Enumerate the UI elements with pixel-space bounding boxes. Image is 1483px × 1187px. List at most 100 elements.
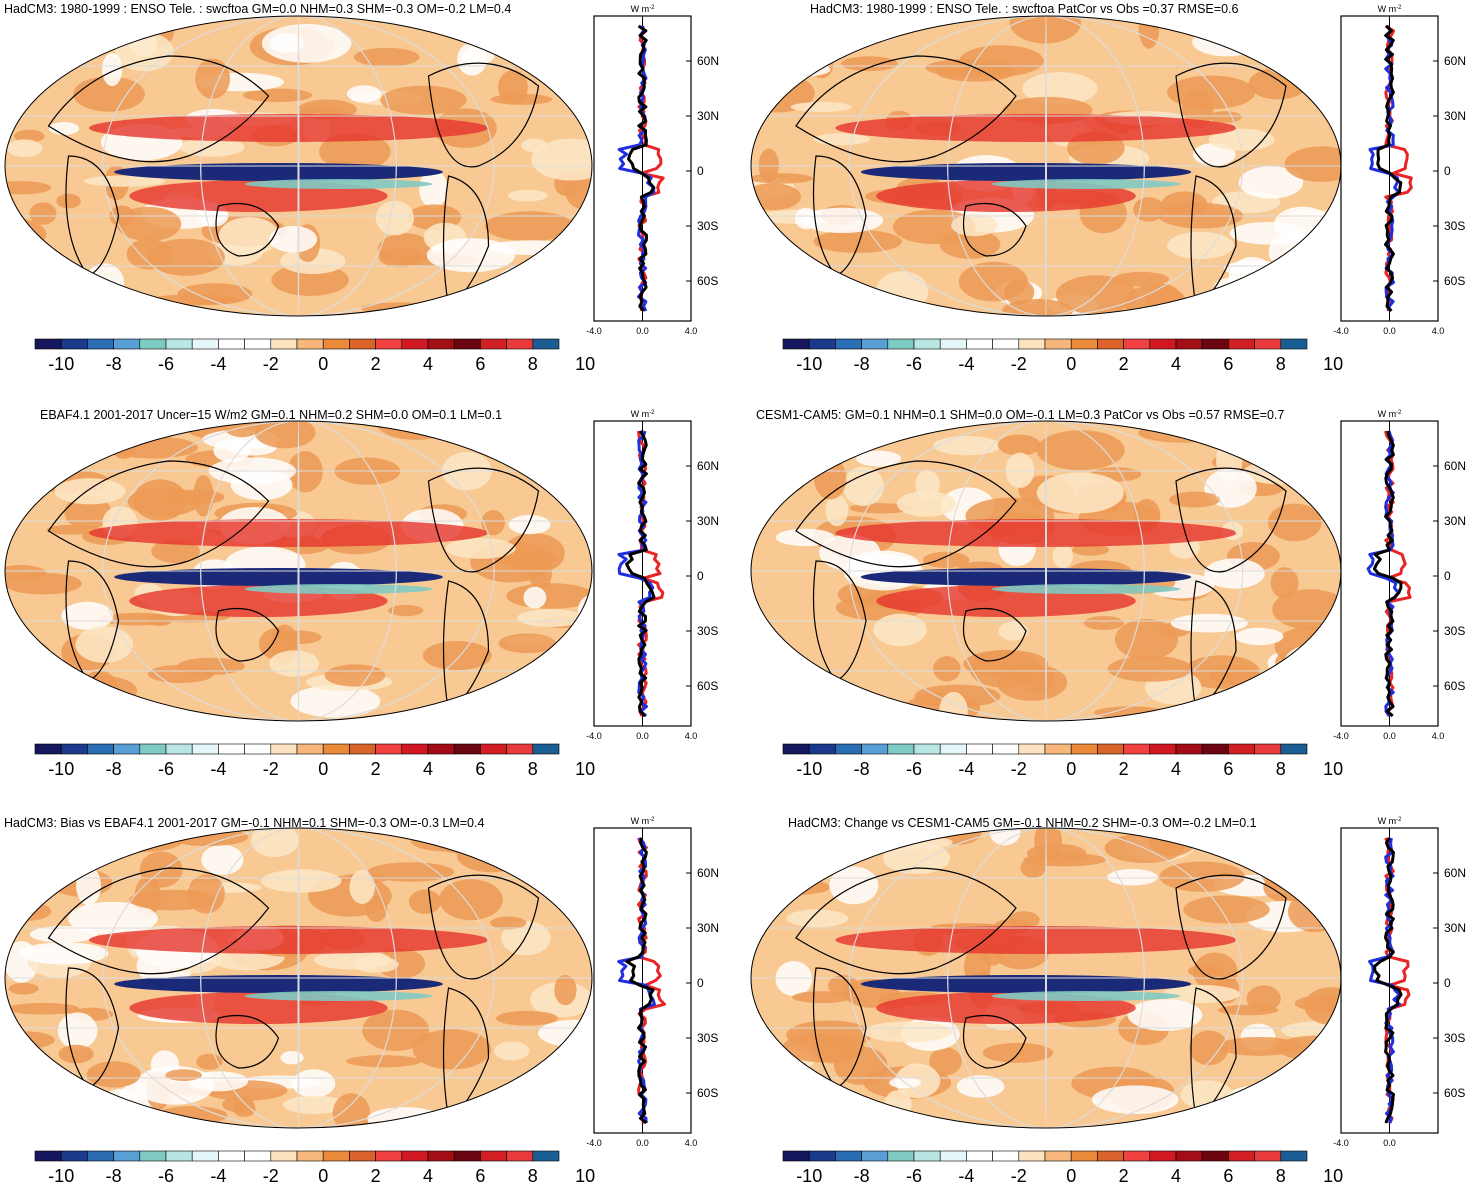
map-patch bbox=[1192, 27, 1262, 57]
map-patch bbox=[1266, 828, 1288, 863]
map-patch bbox=[218, 217, 280, 256]
map-patch bbox=[1267, 20, 1330, 31]
band-north bbox=[835, 519, 1237, 547]
map-patch bbox=[1161, 191, 1208, 217]
band-north bbox=[835, 926, 1237, 954]
colorbar-tick-label: 0 bbox=[1066, 1166, 1076, 1186]
colorbar-swatch bbox=[532, 338, 560, 350]
panel-4: CESM1-CAM5: GM=0.1 NHM=0.1 SHM=0.0 OM=-0… bbox=[748, 405, 1483, 800]
colorbar-tick-label: -10 bbox=[48, 354, 74, 374]
colorbar-swatch bbox=[113, 1150, 141, 1162]
graticule-lon bbox=[848, 16, 1244, 316]
colorbar-swatch bbox=[1280, 338, 1308, 350]
profile-lat-label: 60S bbox=[1444, 679, 1465, 693]
colorbar-swatch bbox=[1070, 1150, 1098, 1162]
panel-title: HadCM3: 1980-1999 : ENSO Tele. : swcftoa… bbox=[4, 2, 512, 16]
profile-curve-black bbox=[625, 430, 656, 718]
colorbar-swatch bbox=[1201, 338, 1229, 350]
graticule-lon bbox=[1045, 828, 1047, 1128]
colorbar-swatch bbox=[165, 1150, 193, 1162]
map-patch bbox=[319, 133, 391, 171]
colorbar-swatch bbox=[87, 743, 114, 755]
profile-unit-sup: -2 bbox=[649, 410, 655, 416]
colorbar-tick-label: 6 bbox=[1223, 354, 1233, 374]
profile-unit: W m-2 bbox=[631, 409, 655, 419]
colorbar-swatch bbox=[322, 1150, 350, 1162]
colorbar-swatch bbox=[349, 743, 376, 755]
profile-lat-label: 60S bbox=[697, 274, 718, 288]
profile-unit: W m-2 bbox=[631, 816, 655, 826]
map-patch bbox=[346, 85, 382, 103]
colorbar-swatch bbox=[887, 1150, 915, 1162]
panel-6: HadCM3: Change vs CESM1-CAM5 GM=-0.1 NHM… bbox=[748, 812, 1483, 1187]
map-patch bbox=[773, 469, 814, 485]
map-patch bbox=[445, 538, 516, 559]
colorbar-swatch bbox=[139, 1150, 167, 1162]
colorbar-swatch bbox=[861, 1150, 889, 1162]
colorbar-swatch bbox=[861, 743, 889, 755]
map bbox=[5, 828, 592, 1128]
map-patch bbox=[1246, 985, 1281, 1012]
map-patch bbox=[13, 702, 47, 721]
colorbar-swatch bbox=[1175, 1150, 1203, 1162]
profile-lat-label: 0 bbox=[697, 569, 704, 583]
profile-x-label: -4.0 bbox=[586, 1138, 602, 1148]
map-patch bbox=[989, 828, 1021, 846]
profile-x-label: 0.0 bbox=[1383, 326, 1396, 336]
map-patch bbox=[261, 24, 352, 63]
colorbar-swatch bbox=[87, 338, 114, 350]
colorbar-swatch bbox=[1149, 1150, 1177, 1162]
colorbar-swatch bbox=[992, 743, 1020, 755]
colorbar-swatch bbox=[270, 743, 298, 755]
colorbar-tick-label: -2 bbox=[1011, 354, 1027, 374]
colorbar-tick-label: 8 bbox=[1276, 1166, 1286, 1186]
map-patch bbox=[1127, 999, 1203, 1032]
colorbar-swatch bbox=[191, 1150, 219, 1162]
colorbar-tick-label: -6 bbox=[158, 759, 174, 779]
map-patch bbox=[196, 1053, 223, 1070]
map-patch bbox=[29, 925, 98, 943]
colorbar-tick-label: 2 bbox=[1119, 354, 1129, 374]
colorbar-swatch bbox=[296, 1150, 324, 1162]
colorbar-swatch bbox=[60, 338, 88, 350]
colorbar-swatch bbox=[87, 1150, 114, 1162]
map-patch bbox=[57, 693, 128, 706]
colorbar-swatch bbox=[218, 743, 245, 755]
profile-lat-label: 60N bbox=[1444, 54, 1466, 68]
colorbar-swatch bbox=[1175, 338, 1203, 350]
panel-title: HadCM3: Bias vs EBAF4.1 2001-2017 GM=-0.… bbox=[4, 816, 485, 830]
profile-lat-label: 30S bbox=[1444, 219, 1465, 233]
band-cyan bbox=[244, 584, 433, 594]
map-patch bbox=[56, 193, 81, 209]
map-patch bbox=[422, 640, 492, 671]
map-patch bbox=[855, 450, 901, 467]
map-patch bbox=[168, 828, 249, 847]
map-patch bbox=[1167, 231, 1234, 260]
map-patch bbox=[539, 861, 592, 897]
map-patch bbox=[1256, 672, 1305, 684]
map-patch bbox=[790, 101, 852, 113]
map bbox=[5, 16, 592, 316]
coastline bbox=[1175, 874, 1287, 980]
profile-unit-sup: -2 bbox=[649, 5, 655, 11]
map-patch bbox=[48, 121, 80, 135]
colorbar-tick-label: 2 bbox=[1119, 759, 1129, 779]
colorbar-swatch bbox=[835, 743, 862, 755]
colorbar-swatch bbox=[401, 338, 429, 350]
map-patch bbox=[57, 1012, 98, 1050]
colorbar-swatch bbox=[480, 1150, 507, 1162]
coastline bbox=[1175, 62, 1287, 168]
map-patch bbox=[531, 138, 592, 181]
map-patch bbox=[1106, 869, 1159, 886]
map-patch bbox=[751, 303, 802, 316]
map-patch bbox=[500, 284, 566, 316]
map-patch bbox=[86, 1061, 141, 1088]
map-patch bbox=[843, 693, 877, 710]
map-patch bbox=[470, 708, 506, 721]
map-patch bbox=[1022, 72, 1098, 105]
coastline bbox=[47, 55, 270, 163]
map-patch bbox=[1083, 616, 1125, 631]
map-patch bbox=[535, 20, 592, 33]
graticule-lon bbox=[947, 828, 1145, 1128]
map-patch bbox=[1072, 544, 1110, 556]
